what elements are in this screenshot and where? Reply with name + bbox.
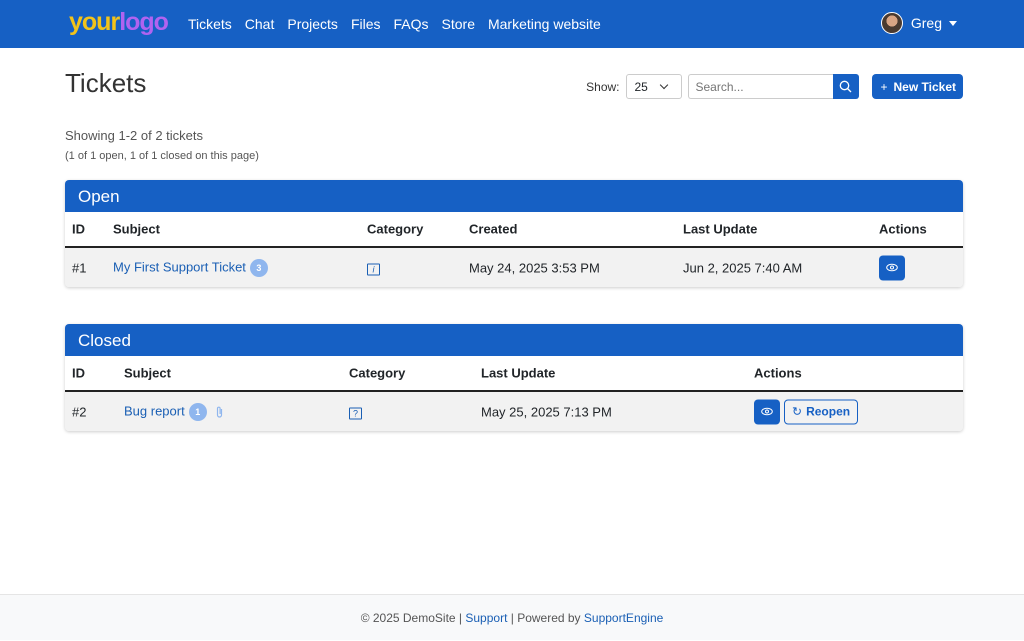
show-label: Show:	[586, 79, 620, 94]
nav-tickets[interactable]: Tickets	[187, 16, 232, 32]
table-header: ID Subject Category Created Last Update …	[65, 212, 963, 248]
search-button[interactable]	[832, 74, 859, 99]
chevron-down-icon	[659, 80, 668, 90]
nav-files[interactable]: Files	[350, 16, 381, 32]
user-name: Greg	[910, 15, 942, 31]
reply-count-badge: 1	[188, 402, 207, 421]
plus-icon: +	[880, 79, 888, 94]
view-ticket-button[interactable]	[879, 255, 905, 280]
ticket-subject-link[interactable]: My First Support Ticket	[113, 258, 246, 274]
nav-faqs[interactable]: FAQs	[393, 16, 429, 32]
nav-projects[interactable]: Projects	[287, 16, 338, 32]
closed-header: Closed	[65, 324, 963, 356]
supportengine-link[interactable]: SupportEngine	[583, 611, 664, 625]
showing-count: Showing 1-2 of 2 tickets	[65, 128, 204, 143]
eye-icon	[886, 263, 898, 272]
nav-store[interactable]: Store	[441, 16, 475, 32]
table-row: #2 Bug report 1 ? May 25, 2025 7:13 PM ↻ R…	[65, 392, 963, 431]
page-title: Tickets	[65, 68, 147, 98]
caret-down-icon	[949, 20, 957, 26]
open-tickets-card: Open ID Subject Category Created Last Up…	[65, 180, 963, 287]
closed-tickets-card: Closed ID Subject Category Last Update A…	[65, 324, 963, 431]
navbar: yourlogo Tickets Chat Projects Files FAQ…	[0, 0, 1024, 48]
showing-summary: (1 of 1 open, 1 of 1 closed on this page…	[65, 150, 259, 162]
info-icon: i	[367, 263, 380, 275]
support-link[interactable]: Support	[465, 611, 508, 625]
reopen-button[interactable]: ↻ Reopen	[784, 399, 859, 424]
reopen-icon: ↻	[792, 404, 803, 419]
avatar	[880, 12, 903, 34]
table-header: ID Subject Category Last Update Actions	[65, 356, 963, 392]
reply-count-badge: 3	[249, 258, 268, 277]
new-ticket-button[interactable]: + New Ticket	[871, 74, 963, 99]
question-icon: ?	[349, 407, 362, 419]
view-ticket-button[interactable]	[754, 399, 780, 424]
table-row: #1 My First Support Ticket 3 i May 24, 20…	[65, 248, 963, 287]
user-menu[interactable]: Greg	[880, 12, 957, 34]
ticket-subject-link[interactable]: Bug report	[124, 402, 185, 418]
eye-icon	[761, 407, 773, 416]
logo[interactable]: yourlogo	[69, 8, 169, 36]
open-header: Open	[65, 180, 963, 212]
nav-chat[interactable]: Chat	[244, 16, 275, 32]
page-size-select[interactable]: 25	[625, 74, 682, 99]
toolbar: Show: 25 +New Ticket	[586, 74, 963, 99]
paperclip-icon	[216, 406, 222, 418]
footer: © 2025 DemoSite | Support | Powered by S…	[0, 594, 1024, 640]
nav-marketing-website[interactable]: Marketing website	[487, 16, 601, 32]
search-icon	[839, 80, 852, 93]
search-input[interactable]	[687, 74, 833, 99]
